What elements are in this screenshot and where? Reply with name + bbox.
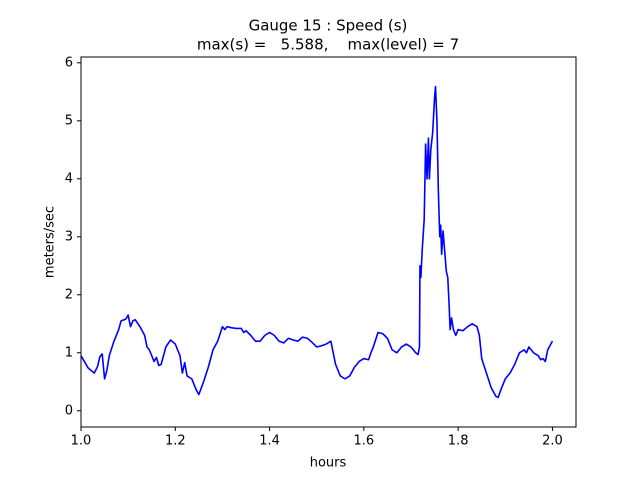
x-tick-label: 2.0: [542, 434, 563, 449]
y-tick-label: 3: [65, 229, 73, 244]
data-line: [80, 85, 554, 399]
y-tick-label: 6: [65, 55, 73, 70]
x-tick-label: 1.8: [448, 434, 469, 449]
chart-subtitle: max(s) = 5.588, max(level) = 7: [197, 36, 459, 54]
x-tick-label: 1.2: [165, 434, 186, 449]
chart-title: Gauge 15 : Speed (s): [249, 17, 408, 35]
y-tick-label: 0: [65, 403, 73, 418]
x-tick-label: 1.0: [71, 434, 92, 449]
y-tick-label: 4: [65, 171, 73, 186]
y-tick-label: 2: [65, 287, 73, 302]
x-axis-label: hours: [310, 456, 347, 471]
plot-frame: [80, 56, 577, 428]
x-tick-label: 1.6: [354, 434, 375, 449]
y-axis-label: meters/sec: [43, 206, 58, 278]
x-tick-label: 1.4: [259, 434, 280, 449]
y-tick-label: 5: [65, 113, 73, 128]
y-tick-label: 1: [65, 345, 73, 360]
